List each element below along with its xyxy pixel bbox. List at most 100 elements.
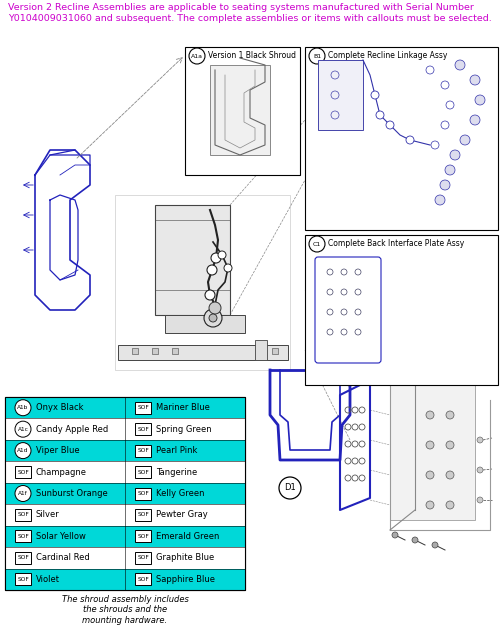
Circle shape xyxy=(15,421,31,437)
Bar xyxy=(5,397,245,590)
Circle shape xyxy=(224,264,232,272)
Bar xyxy=(155,205,230,315)
Bar xyxy=(5,397,245,590)
Text: Emerald Green: Emerald Green xyxy=(156,532,220,541)
Bar xyxy=(5,505,245,525)
Circle shape xyxy=(441,121,449,129)
Text: B1: B1 xyxy=(313,54,321,58)
Bar xyxy=(5,525,245,547)
Bar xyxy=(118,345,288,360)
Text: SOF: SOF xyxy=(137,513,149,517)
Text: Spring Green: Spring Green xyxy=(156,425,212,434)
Text: Kelly Green: Kelly Green xyxy=(156,489,204,498)
Circle shape xyxy=(431,141,439,149)
Circle shape xyxy=(435,195,445,205)
Circle shape xyxy=(440,180,450,190)
Bar xyxy=(152,348,158,354)
Circle shape xyxy=(218,251,226,259)
FancyBboxPatch shape xyxy=(15,509,31,521)
Text: Cardinal Red: Cardinal Red xyxy=(36,553,90,562)
Bar xyxy=(115,195,290,370)
FancyBboxPatch shape xyxy=(135,402,151,414)
FancyBboxPatch shape xyxy=(135,509,151,521)
Text: Silver: Silver xyxy=(36,510,60,520)
Text: Sapphire Blue: Sapphire Blue xyxy=(156,575,215,584)
FancyBboxPatch shape xyxy=(135,573,151,586)
Circle shape xyxy=(432,542,438,548)
Bar xyxy=(185,47,300,175)
FancyBboxPatch shape xyxy=(15,573,31,586)
Text: SOF: SOF xyxy=(137,534,149,539)
Circle shape xyxy=(446,101,454,109)
Bar xyxy=(5,461,245,483)
Text: Sunburst Orange: Sunburst Orange xyxy=(36,489,108,498)
Circle shape xyxy=(477,497,483,503)
Circle shape xyxy=(426,471,434,479)
Text: SOF: SOF xyxy=(17,534,29,539)
Circle shape xyxy=(446,411,454,419)
Bar xyxy=(257,348,263,354)
Text: Viper Blue: Viper Blue xyxy=(36,446,80,455)
Text: SOF: SOF xyxy=(17,555,29,560)
Circle shape xyxy=(209,302,221,314)
Bar xyxy=(5,483,245,505)
Text: SOF: SOF xyxy=(137,577,149,582)
Text: Complete Back Interface Plate Assy: Complete Back Interface Plate Assy xyxy=(328,239,464,249)
Circle shape xyxy=(426,411,434,419)
Text: SOF: SOF xyxy=(137,448,149,453)
Text: SOF: SOF xyxy=(137,405,149,410)
Circle shape xyxy=(371,91,379,99)
Bar xyxy=(5,397,245,418)
Circle shape xyxy=(412,537,418,543)
Circle shape xyxy=(441,81,449,89)
Text: Champagne: Champagne xyxy=(36,468,87,477)
Text: Candy Apple Red: Candy Apple Red xyxy=(36,425,108,434)
Circle shape xyxy=(426,441,434,449)
Circle shape xyxy=(475,95,485,105)
Text: Version 2 Recline Assemblies are applicable to seating systems manufactured with: Version 2 Recline Assemblies are applica… xyxy=(8,3,492,23)
Circle shape xyxy=(15,399,31,416)
Bar xyxy=(132,348,138,354)
Text: D1: D1 xyxy=(284,484,296,492)
Text: A1b: A1b xyxy=(18,405,28,410)
FancyBboxPatch shape xyxy=(15,530,31,542)
Bar xyxy=(255,340,267,360)
FancyBboxPatch shape xyxy=(15,466,31,478)
Circle shape xyxy=(426,66,434,74)
Text: Onyx Black: Onyx Black xyxy=(36,403,84,412)
FancyBboxPatch shape xyxy=(135,530,151,542)
Bar xyxy=(272,348,278,354)
Circle shape xyxy=(205,290,215,300)
Circle shape xyxy=(445,165,455,175)
Text: Mariner Blue: Mariner Blue xyxy=(156,403,210,412)
Circle shape xyxy=(450,150,460,160)
FancyBboxPatch shape xyxy=(135,423,151,435)
Text: Graphite Blue: Graphite Blue xyxy=(156,553,214,562)
Text: Pewter Gray: Pewter Gray xyxy=(156,510,208,520)
FancyBboxPatch shape xyxy=(210,65,270,155)
Text: A1a: A1a xyxy=(191,54,203,58)
Circle shape xyxy=(15,486,31,501)
Text: SOF: SOF xyxy=(137,427,149,432)
Circle shape xyxy=(376,111,384,119)
Bar xyxy=(172,348,178,354)
Circle shape xyxy=(279,477,301,499)
Text: Pearl Pink: Pearl Pink xyxy=(156,446,198,455)
FancyBboxPatch shape xyxy=(135,487,151,499)
Circle shape xyxy=(470,115,480,125)
Text: A1f: A1f xyxy=(18,491,28,496)
Circle shape xyxy=(211,253,221,263)
Circle shape xyxy=(392,532,398,538)
Bar xyxy=(5,440,245,461)
Circle shape xyxy=(309,236,325,252)
Bar xyxy=(305,235,498,385)
Circle shape xyxy=(470,75,480,85)
Bar xyxy=(5,547,245,568)
FancyBboxPatch shape xyxy=(390,375,475,520)
Text: Version 1 Black Shroud: Version 1 Black Shroud xyxy=(208,51,296,61)
Text: SOF: SOF xyxy=(17,577,29,582)
FancyBboxPatch shape xyxy=(135,444,151,456)
Text: Tangerine: Tangerine xyxy=(156,468,197,477)
Text: Complete Recline Linkage Assy: Complete Recline Linkage Assy xyxy=(328,51,448,61)
FancyBboxPatch shape xyxy=(318,60,363,130)
